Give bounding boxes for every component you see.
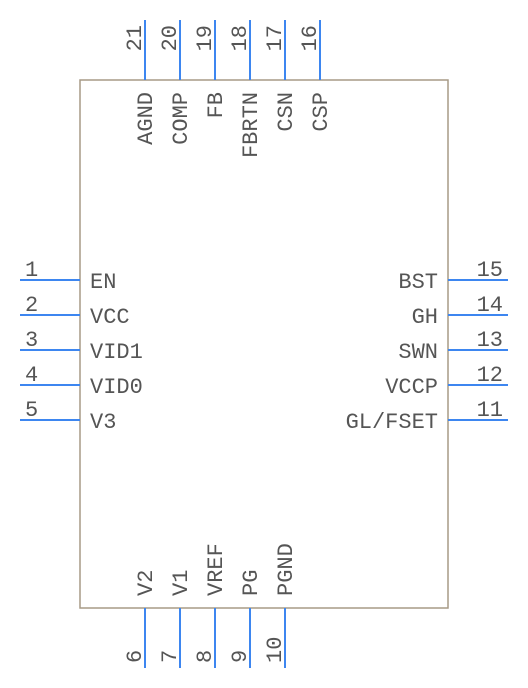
pin-label: VID0 [90,375,143,400]
pin-label: V2 [134,570,159,596]
pin-label: VREF [204,543,229,596]
pin-label: AGND [134,92,159,145]
pin-label: CSN [274,92,299,132]
pin-label: GL/FSET [346,410,438,435]
pin-number: 18 [228,25,253,51]
pin-number: 7 [158,650,183,663]
pin-number: 5 [25,398,38,423]
pin-number: 10 [263,637,288,663]
pin-number: 3 [25,328,38,353]
pin-number: 19 [193,25,218,51]
pin-number: 9 [228,650,253,663]
pin-label: CSP [309,92,334,132]
pin-label: FBRTN [239,92,264,158]
pin-number: 17 [263,25,288,51]
pin-label: V3 [90,410,116,435]
pin-label: VCC [90,305,130,330]
pin-number: 15 [477,258,503,283]
pin-number: 4 [25,363,38,388]
pin-label: PGND [274,543,299,596]
pin-number: 2 [25,293,38,318]
pin-number: 21 [123,25,148,51]
pin-label: EN [90,270,116,295]
pin-number: 13 [477,328,503,353]
pin-label: PG [239,570,264,596]
pin-number: 6 [123,650,148,663]
pin-number: 12 [477,363,503,388]
pin-label: VID1 [90,340,143,365]
pin-label: V1 [169,570,194,596]
pin-label: GH [412,305,438,330]
pin-label: COMP [169,92,194,145]
pin-number: 14 [477,293,503,318]
pin-number: 20 [158,25,183,51]
pin-number: 11 [477,398,503,423]
pin-label: VCCP [385,375,438,400]
pin-number: 16 [298,25,323,51]
pin-label: BST [398,270,438,295]
pin-number: 1 [25,258,38,283]
pin-number: 8 [193,650,218,663]
pin-label: SWN [398,340,438,365]
pin-label: FB [204,92,229,118]
